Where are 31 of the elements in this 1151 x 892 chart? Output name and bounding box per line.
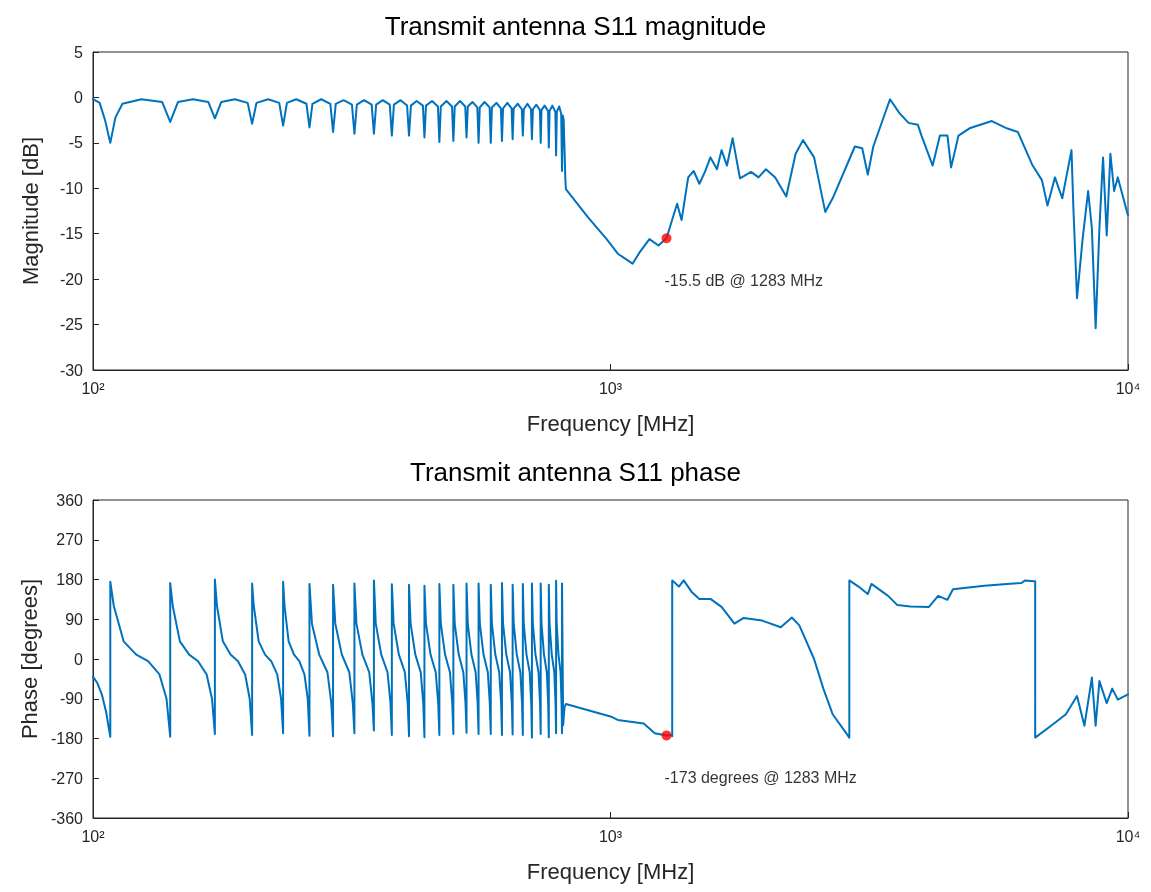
x-tick-label: 10⁴ [1115, 379, 1141, 397]
y-axis-title: Phase [degrees] [16, 578, 42, 740]
y-tick-label: -20 [59, 270, 84, 288]
y-tick-label: -30 [59, 361, 84, 379]
y-axis-title: Magnitude [dB] [17, 137, 43, 285]
y-tick-label: 180 [56, 571, 84, 588]
x-tick-label: 10³ [598, 379, 623, 397]
x-tick-label: 10² [81, 827, 106, 845]
annotation: -15.5 dB @ 1283 MHz [664, 271, 824, 289]
y-tick-label: 360 [56, 491, 84, 509]
y-tick-label: -360 [50, 809, 84, 827]
y-tick-label: 5 [74, 43, 84, 61]
y-tick-label: -270 [50, 769, 84, 787]
y-tick-label: -15 [59, 225, 84, 243]
x-axis-title: Frequency [MHz] [526, 410, 695, 436]
x-tick-label: 10³ [598, 827, 623, 845]
x-axis-title: Frequency [MHz] [526, 858, 695, 884]
y-tick-label: 0 [74, 650, 84, 668]
chart-title: Transmit antenna S11 magnitude [384, 11, 767, 41]
y-tick-label: -10 [59, 179, 84, 197]
x-tick-label: 10⁴ [1115, 827, 1141, 845]
y-tick-label: -5 [68, 134, 84, 152]
y-tick-label: 270 [56, 531, 84, 549]
chart-title: Transmit antenna S11 phase [410, 457, 741, 487]
y-tick-label: -25 [59, 316, 84, 334]
x-tick-label: 10² [81, 379, 106, 397]
y-tick-label: -90 [59, 690, 84, 708]
annotation: -173 degrees @ 1283 MHz [664, 768, 857, 786]
y-tick-label: -180 [50, 730, 84, 747]
y-tick-label: 0 [74, 88, 84, 106]
y-tick-label: 90 [65, 610, 84, 628]
